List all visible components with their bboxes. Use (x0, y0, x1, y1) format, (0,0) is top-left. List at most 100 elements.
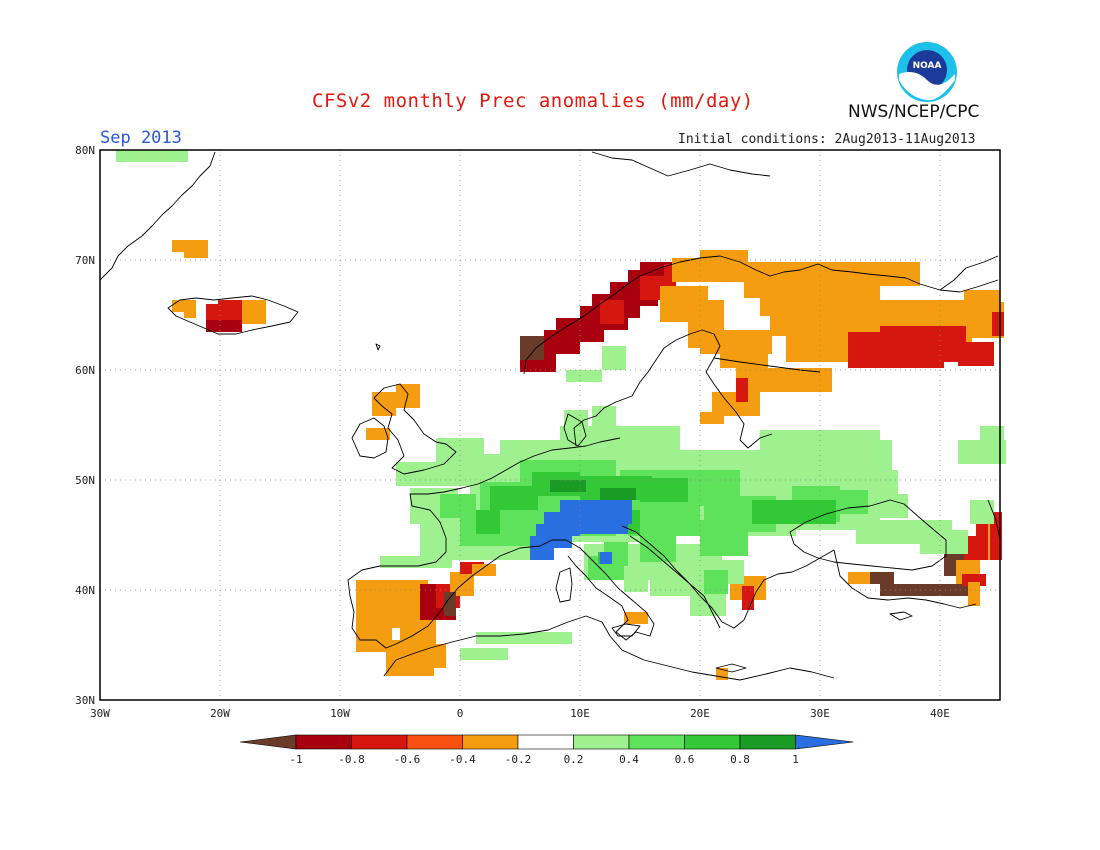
anomaly-cell (530, 536, 554, 560)
anomaly-cell (184, 306, 196, 318)
anomaly-cell (532, 342, 544, 354)
anomaly-cell (242, 300, 266, 324)
coastline-caspian (987, 499, 1001, 541)
coastline-scandinavia (523, 255, 999, 375)
colorbar-segment (462, 734, 519, 750)
anomaly-cell (624, 612, 648, 624)
colorbar-segment (295, 734, 352, 750)
coastline-barents (939, 255, 999, 291)
colorbar-tick-label: 0.8 (730, 753, 750, 766)
lat-tick-label: 80N (75, 144, 95, 157)
coastline-iceland (167, 295, 299, 335)
anomaly-cell (366, 428, 390, 440)
colorbar-tick-label: -0.6 (394, 753, 421, 766)
anomaly-cell (870, 572, 894, 584)
initial-conditions: Initial conditions: 2Aug2013-11Aug2013 (678, 132, 976, 147)
colorbar-segment (684, 734, 741, 750)
anomaly-cell (472, 564, 496, 576)
colorbar-tick-label: 1 (792, 753, 799, 766)
lon-tick-label: 10E (570, 707, 590, 720)
map-title: CFSv2 monthly Prec anomalies (mm/day) (312, 90, 754, 112)
coastline-sicily (611, 623, 641, 637)
anomaly-cell (700, 520, 748, 556)
anomaly-cell (800, 262, 920, 286)
lat-tick-label: 60N (75, 364, 95, 377)
anomaly-cell (742, 586, 754, 610)
forecast-month: Sep 2013 (100, 128, 182, 148)
colorbar-segment (739, 734, 796, 750)
coastline-balkans (621, 525, 835, 629)
longitude-labels: 30W 20W 10W 0 10E 20E 30E 40E (90, 707, 950, 720)
anomaly-cell (992, 312, 1004, 336)
colorbar-tick-label: -0.8 (338, 753, 365, 766)
coastline-britain (373, 383, 457, 475)
anomaly-cell (566, 370, 602, 382)
coastline-ireland (351, 417, 389, 459)
colorbar-tick-label: 0.4 (619, 753, 639, 766)
coastline-crete (715, 663, 747, 673)
colorbar-segment (628, 734, 685, 750)
anomaly-cell (624, 568, 648, 592)
anomaly-cell (920, 530, 968, 554)
anomaly-cell (600, 300, 624, 324)
coastline-cyprus (889, 611, 913, 621)
lon-tick-label: 40E (930, 707, 950, 720)
lon-tick-label: 30E (810, 707, 830, 720)
latitude-labels: 80N 70N 60N 50N 40N 30N (75, 144, 95, 707)
anomaly-cell (444, 592, 456, 616)
colorbar-segment (517, 734, 574, 750)
noaa-logo: NOAA (897, 42, 957, 102)
colorbar-labels: -1 -0.8 -0.6 -0.4 -0.2 0.2 0.4 0.6 0.8 1 (289, 753, 798, 766)
lon-tick-label: 30W (90, 707, 110, 720)
anomaly-cell (592, 406, 616, 430)
anomaly-cell (800, 500, 836, 524)
anomaly-cell (372, 392, 396, 416)
coastline-italy (552, 535, 721, 641)
colorbar-tick-label: -0.4 (449, 753, 476, 766)
coastline-sardinia (555, 567, 573, 603)
agency-label: NWS/NCEP/CPC (848, 102, 980, 122)
anomaly-cell (602, 346, 626, 370)
lon-tick-label: 20E (690, 707, 710, 720)
anomaly-cell (704, 570, 728, 594)
anomaly-cell (550, 480, 586, 492)
coastline-greenland (99, 151, 216, 281)
anomaly-cell (640, 478, 688, 502)
colorbar-segment (351, 734, 408, 750)
coastline-turkey (833, 549, 977, 609)
lat-tick-label: 70N (75, 254, 95, 267)
lat-tick-label: 30N (75, 694, 95, 707)
anomaly-cell (786, 326, 858, 362)
colorbar-segment (573, 734, 630, 750)
anomaly-cell (958, 342, 994, 366)
lon-tick-label: 20W (210, 707, 230, 720)
colorbar-tick-label: -1 (289, 753, 302, 766)
colorbar-tick-label: 0.6 (675, 753, 695, 766)
lat-tick-label: 40N (75, 584, 95, 597)
anomaly-cell (968, 582, 980, 606)
anomaly-cell (752, 500, 800, 524)
coastline-black-sea (789, 499, 947, 571)
anomaly-cell (116, 150, 188, 162)
colorbar-tick-label: -0.2 (505, 753, 532, 766)
lon-tick-label: 0 (457, 707, 464, 720)
anomaly-cells (116, 150, 1006, 680)
anomaly-cell (716, 668, 728, 680)
anomaly-cell (460, 648, 508, 660)
colorbar-high-arrow (795, 734, 854, 750)
coastline-gulf-finland (713, 357, 821, 373)
svg-text:NOAA: NOAA (913, 61, 942, 71)
map-frame (99, 149, 1001, 701)
anomaly-cell (600, 552, 612, 564)
coastlines (99, 151, 1001, 681)
graticule (100, 150, 1000, 700)
coastline-west-europe (347, 437, 621, 649)
anomaly-cell (720, 344, 768, 368)
anomaly-cell (736, 378, 748, 402)
anomaly-cell (206, 320, 242, 332)
lon-tick-label: 10W (330, 707, 350, 720)
anomaly-cell (880, 584, 976, 596)
anomaly-cell (490, 486, 538, 510)
coastline-svalbard (591, 151, 771, 177)
